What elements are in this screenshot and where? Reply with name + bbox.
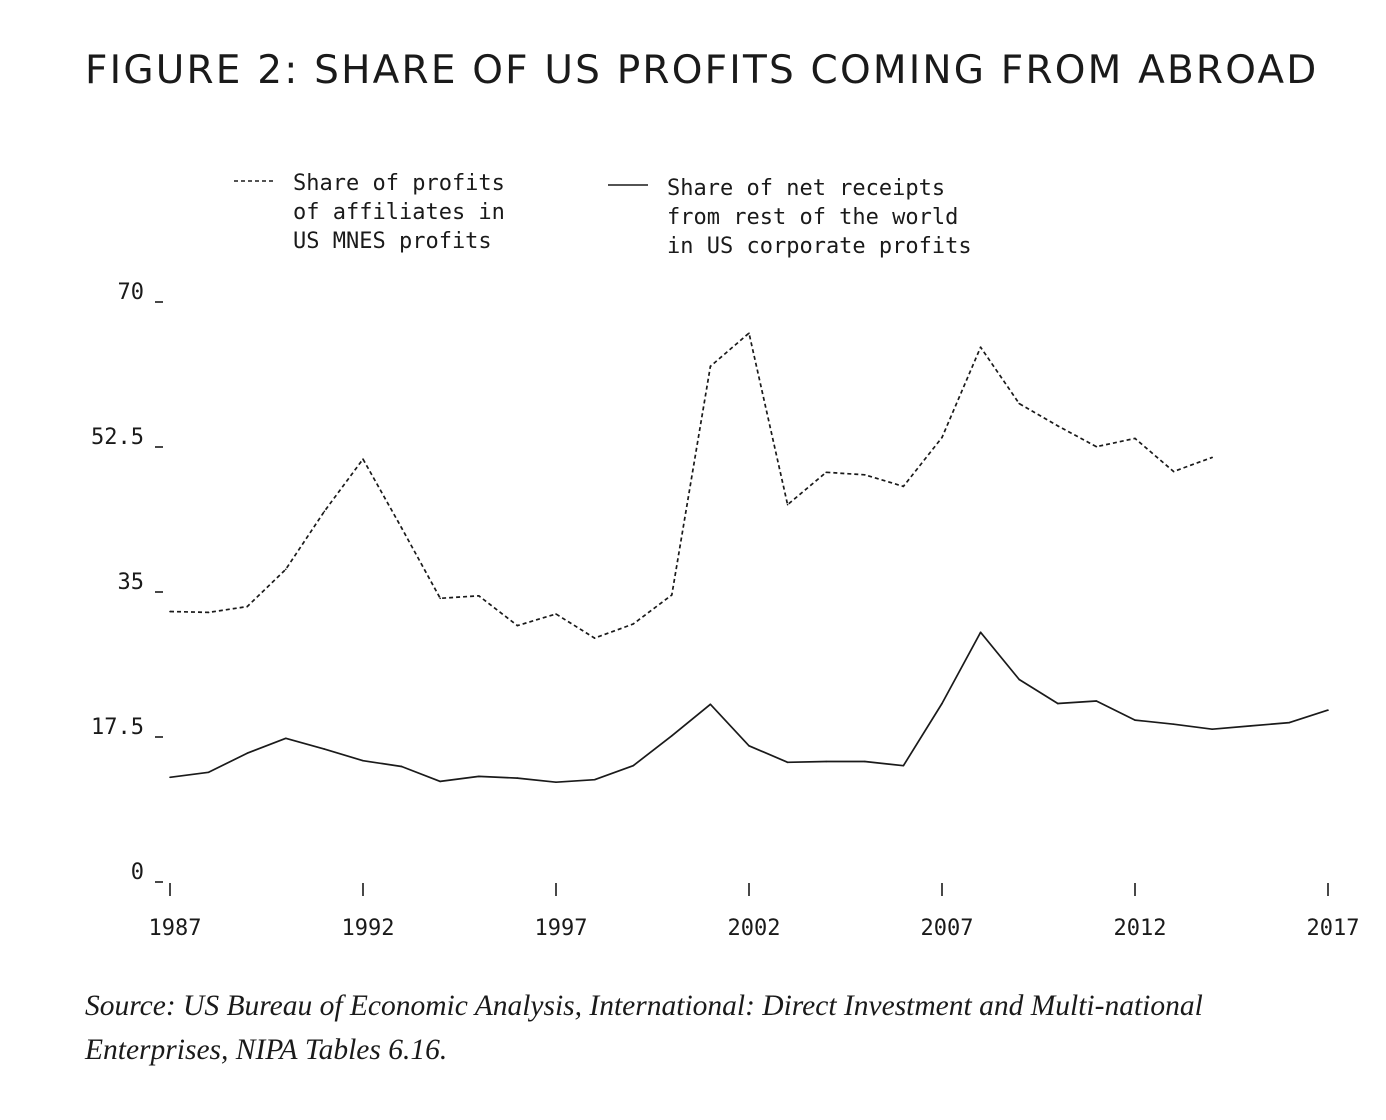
data-point-dashed <box>323 510 326 513</box>
data-point-dashed <box>478 595 480 597</box>
data-point-dashed <box>285 568 287 571</box>
data-point-dashed <box>362 458 364 460</box>
y-tick-label: 70 <box>118 280 145 305</box>
line-chart: Share of profits of affiliates in US MNE… <box>91 171 1360 941</box>
data-point-solid <box>941 702 943 705</box>
x-tick-label: 2012 <box>1114 916 1167 941</box>
data-point-dashed <box>555 613 557 615</box>
data-point-solid <box>1288 721 1291 724</box>
data-point-dashed <box>632 623 634 625</box>
data-point-dashed <box>593 637 596 639</box>
x-tick-label: 2017 <box>1307 916 1360 941</box>
data-point-solid <box>1018 678 1020 681</box>
data-point-solid <box>323 748 326 750</box>
y-axis: 0 17.5 35 52.5 70 <box>91 280 163 885</box>
data-point-solid <box>632 764 634 767</box>
data-point-solid <box>516 777 519 779</box>
legend-item-dashed: Share of profits of affiliates in US MNE… <box>234 171 505 254</box>
data-point-solid <box>1057 702 1059 705</box>
data-point-dashed <box>709 365 712 368</box>
chart-title: FIGURE 2: SHARE OF US PROFITS COMING FRO… <box>85 48 1319 93</box>
legend: Share of profits of affiliates in US MNE… <box>234 171 972 259</box>
data-point-dashed <box>941 436 943 439</box>
data-point-dashed <box>400 527 403 529</box>
data-point-solid <box>671 735 673 737</box>
data-point-dashed <box>516 624 519 627</box>
data-point-solid <box>864 760 866 763</box>
data-point-solid <box>478 775 480 778</box>
legend-label-dashed-line-2: of affiliates in <box>293 200 505 225</box>
data-point-dashed <box>207 611 210 614</box>
data-point-solid <box>593 778 596 781</box>
x-tick-label: 1987 <box>149 916 202 941</box>
data-point-dashed <box>1211 456 1213 459</box>
data-point-dashed <box>169 610 171 613</box>
source-note: Source: US Bureau of Economic Analysis, … <box>85 984 1315 1072</box>
y-tick-label: 52.5 <box>91 425 144 450</box>
source-text: Source: US Bureau of Economic Analysis, … <box>85 990 1203 1066</box>
series-line-solid <box>169 631 1329 784</box>
data-point-dashed <box>1057 425 1059 427</box>
legend-label-solid-line-1: Share of net receipts <box>667 176 945 201</box>
legend-label-dashed-line-3: US MNES profits <box>293 229 492 254</box>
data-point-dashed <box>439 597 442 600</box>
data-point-dashed <box>979 346 982 349</box>
data-point-solid <box>1134 719 1136 721</box>
data-point-solid <box>246 752 248 755</box>
data-point-solid <box>1250 725 1252 727</box>
data-point-dashed <box>748 332 750 334</box>
data-point-dashed <box>1134 437 1136 440</box>
data-point-solid <box>1172 723 1175 726</box>
data-point-dashed <box>786 503 789 506</box>
data-point-dashed <box>1095 445 1098 448</box>
legend-label-solid-line-3: in US corporate profits <box>667 234 972 259</box>
data-point-solid <box>979 631 982 634</box>
source-nipa: NIPA <box>235 1034 298 1066</box>
data-point-solid <box>786 761 789 764</box>
source-suffix: Tables 6.16. <box>297 1034 448 1066</box>
series-layer <box>169 332 1329 784</box>
data-point-dashed <box>864 474 866 476</box>
y-tick-label: 35 <box>118 570 145 595</box>
x-tick-label: 2002 <box>728 916 781 941</box>
data-point-solid <box>825 760 827 763</box>
y-tick-label: 0 <box>131 860 144 885</box>
data-point-dashed <box>246 605 248 608</box>
x-tick-label: 1992 <box>342 916 395 941</box>
data-point-dashed <box>825 471 827 474</box>
legend-label-solid-line-2: from rest of the world <box>667 205 958 230</box>
data-point-solid <box>709 703 712 706</box>
data-point-solid <box>1095 700 1098 702</box>
series-line-dashed <box>169 332 1213 639</box>
data-point-solid <box>169 776 171 779</box>
data-point-dashed <box>902 485 905 488</box>
data-point-solid <box>555 781 557 784</box>
data-point-solid <box>902 764 905 767</box>
data-point-dashed <box>1172 470 1175 473</box>
x-axis: 1987 1992 1997 2002 2007 2012 2017 <box>149 883 1360 941</box>
legend-label-dashed-line-1: Share of profits <box>293 171 505 196</box>
data-point-dashed <box>1018 402 1020 405</box>
data-point-solid <box>748 744 750 747</box>
data-point-dashed <box>671 594 673 596</box>
x-tick-label: 1997 <box>535 916 588 941</box>
data-point-solid <box>1211 728 1213 730</box>
data-point-solid <box>285 737 287 740</box>
data-point-solid <box>439 780 442 783</box>
data-point-solid <box>400 765 403 768</box>
data-point-solid <box>207 771 210 774</box>
x-tick-label: 2007 <box>921 916 974 941</box>
legend-item-solid: Share of net receipts from rest of the w… <box>608 176 972 259</box>
y-tick-label: 17.5 <box>91 715 144 740</box>
data-point-solid <box>1327 709 1329 711</box>
data-point-solid <box>362 759 364 762</box>
